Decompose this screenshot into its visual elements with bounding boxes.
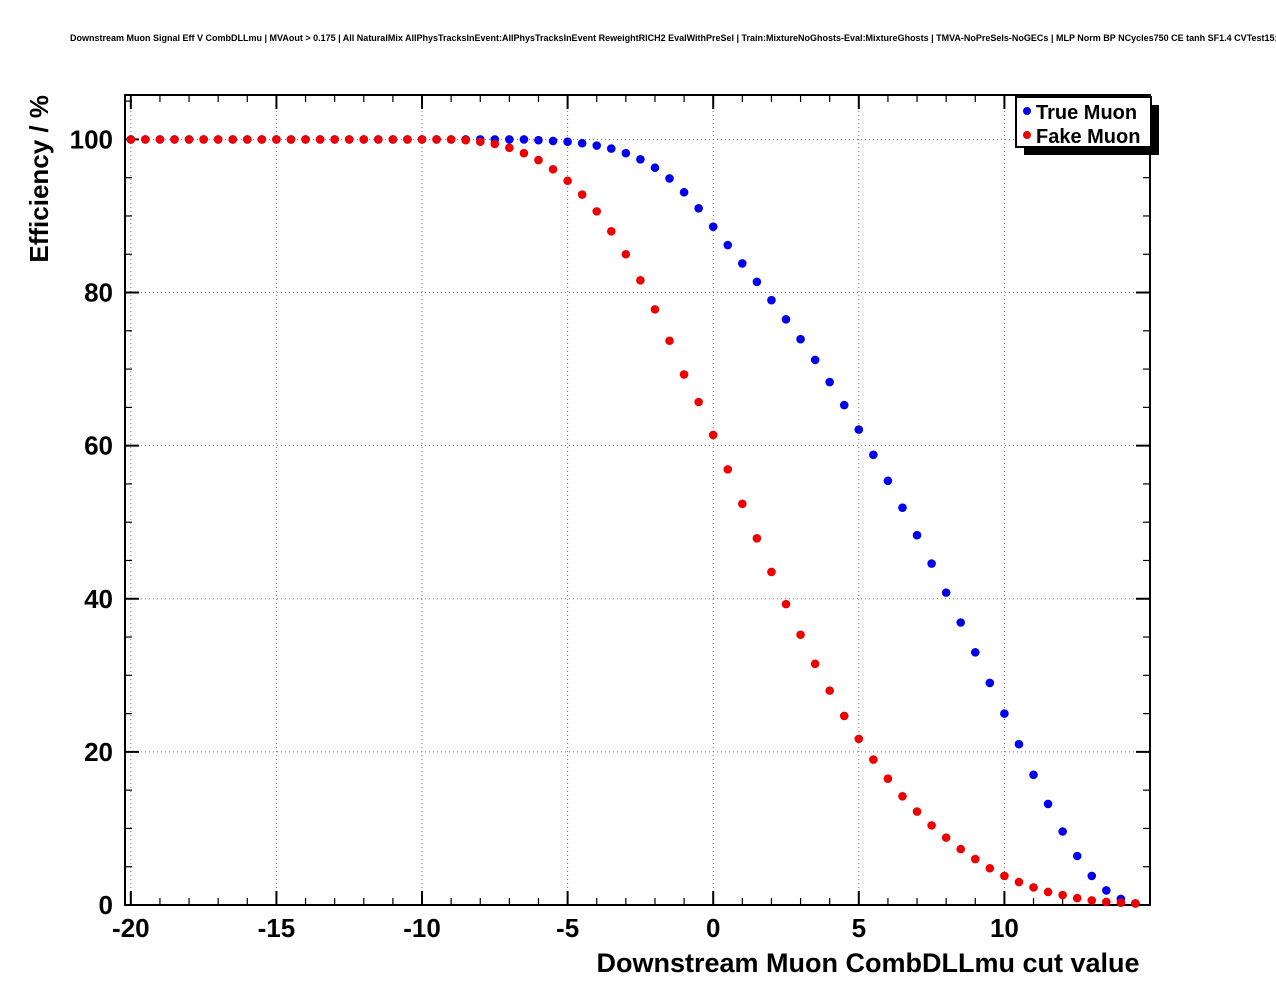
y-axis-title: Efficiency / %	[24, 95, 54, 263]
axis-ticks	[125, 95, 1151, 906]
legend-label-true-muon: True Muon	[1036, 102, 1137, 124]
legend-marker-fake-muon	[1023, 131, 1031, 139]
svg-text:-10: -10	[403, 913, 441, 943]
x-axis-title: Downstream Muon CombDLLmu cut value	[596, 948, 1139, 978]
svg-text:0: 0	[706, 913, 720, 943]
axis-titles: Downstream Muon CombDLLmu cut value Effic…	[24, 95, 1140, 978]
svg-text:5: 5	[852, 913, 866, 943]
series-true-muon	[126, 135, 1140, 908]
svg-text:20: 20	[84, 737, 113, 767]
svg-text:-5: -5	[556, 913, 579, 943]
series-fake-muon	[126, 135, 1140, 908]
svg-text:10: 10	[990, 913, 1019, 943]
legend-label-fake-muon: Fake Muon	[1036, 126, 1140, 148]
svg-text:100: 100	[70, 124, 113, 154]
plot-title: Downstream Muon Signal Eff V CombDLLmu |…	[70, 33, 1276, 43]
svg-text:0: 0	[99, 890, 113, 920]
svg-text:60: 60	[84, 431, 113, 461]
svg-text:-20: -20	[112, 913, 150, 943]
plot-frame	[124, 94, 1151, 906]
svg-text:80: 80	[84, 278, 113, 308]
legend-box	[1015, 96, 1152, 148]
gridlines	[125, 95, 1150, 905]
svg-text:-15: -15	[258, 913, 296, 943]
svg-text:40: 40	[84, 584, 113, 614]
legend-marker-true-muon	[1023, 107, 1031, 115]
